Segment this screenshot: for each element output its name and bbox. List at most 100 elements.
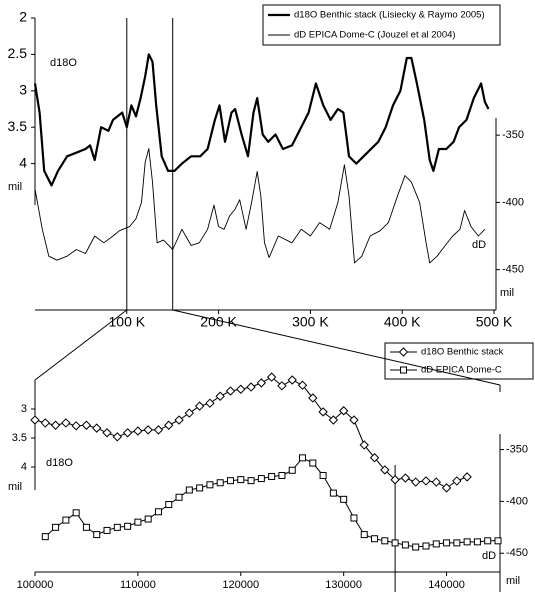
marker — [391, 539, 399, 547]
marker — [473, 538, 481, 546]
marker — [257, 475, 265, 483]
marker — [463, 538, 471, 546]
marker — [329, 489, 337, 497]
marker — [401, 541, 409, 549]
marker — [82, 523, 90, 531]
y2-tick-label: -350 — [502, 129, 524, 141]
marker — [494, 537, 502, 545]
series-line — [34, 376, 468, 489]
marker — [62, 516, 70, 524]
marker — [390, 475, 400, 485]
zoom-connector — [34, 309, 128, 381]
x-tick-label: 200 K — [200, 314, 237, 330]
y-tick-label: 3 — [19, 82, 27, 98]
y2-axis-unit: mil — [506, 575, 520, 587]
marker — [421, 476, 431, 486]
marker — [278, 471, 286, 479]
marker — [432, 540, 440, 548]
x-tick-label: 300 K — [292, 314, 329, 330]
marker — [185, 486, 193, 494]
marker — [350, 514, 358, 522]
y2-tick-label: -400 — [506, 495, 528, 507]
marker — [236, 384, 246, 394]
marker — [287, 375, 297, 385]
marker — [431, 477, 441, 487]
y2-tick-label: -450 — [506, 547, 528, 559]
marker — [441, 483, 452, 493]
legend-marker — [398, 347, 409, 357]
marker — [196, 484, 204, 492]
legend-label: d18O Benthic stack (Lisiecky & Raymo 200… — [294, 10, 485, 21]
marker — [133, 426, 143, 436]
marker — [381, 537, 389, 545]
marker — [103, 526, 111, 534]
series-line — [34, 148, 486, 264]
y-axis-unit: mil — [8, 481, 22, 493]
y2-tick-label: -450 — [502, 264, 524, 276]
marker — [369, 453, 380, 463]
marker — [174, 415, 184, 425]
series-line — [33, 53, 490, 187]
marker — [359, 440, 369, 450]
marker — [318, 407, 328, 417]
marker — [122, 428, 133, 438]
marker — [112, 432, 123, 442]
marker — [175, 493, 183, 501]
marker — [360, 531, 368, 539]
marker — [144, 515, 152, 523]
marker — [410, 477, 421, 487]
y2-tick-label: -400 — [502, 196, 524, 208]
marker — [246, 382, 256, 392]
y-tick-label: 3.5 — [12, 432, 27, 444]
x-tick-label: 130000 — [325, 579, 362, 591]
y-tick-label: 2.5 — [8, 45, 28, 61]
x-tick-label: 400 K — [384, 314, 421, 330]
marker — [216, 479, 224, 487]
x-tick-label: 100 K — [109, 314, 146, 330]
legend-label: d18O Benthic stack — [421, 347, 504, 358]
series-line — [44, 457, 498, 548]
marker — [328, 415, 339, 425]
marker — [205, 398, 215, 408]
legend-box — [384, 342, 534, 380]
marker — [247, 477, 255, 485]
marker — [371, 535, 379, 543]
marker — [349, 415, 359, 425]
x-tick-label: 110000 — [120, 579, 156, 591]
marker — [206, 481, 214, 489]
marker — [319, 471, 327, 479]
marker — [453, 539, 461, 547]
marker — [92, 423, 102, 433]
marker — [215, 391, 225, 401]
y-axis-unit: mil — [8, 181, 22, 193]
x-tick-label: 140000 — [428, 579, 465, 591]
marker — [113, 523, 121, 531]
marker — [299, 454, 307, 462]
marker — [225, 386, 236, 396]
x-tick-label: 120000 — [222, 579, 259, 591]
y-tick-label: 3.5 — [8, 118, 28, 134]
legend-marker — [400, 366, 407, 374]
marker — [165, 501, 173, 509]
marker — [462, 472, 472, 482]
marker — [400, 473, 411, 483]
marker — [226, 477, 234, 485]
y-tick-label: 4 — [21, 461, 27, 473]
marker — [338, 406, 349, 416]
y2-axis-label: dD — [472, 239, 486, 251]
marker — [102, 428, 112, 438]
marker — [153, 425, 164, 435]
marker — [184, 408, 195, 418]
y-axis-label: d18O — [50, 57, 77, 69]
marker — [256, 378, 267, 388]
marker — [30, 415, 40, 425]
y-tick-label: 2 — [19, 9, 27, 25]
marker — [52, 523, 60, 531]
marker — [484, 537, 492, 545]
marker — [309, 459, 317, 467]
legend-label: dD EPICA Dome-C (Jouzel et al 2004) — [294, 30, 456, 41]
marker — [164, 420, 174, 430]
zoom-connector — [172, 309, 501, 386]
x-tick-label: 500 K — [476, 314, 513, 330]
